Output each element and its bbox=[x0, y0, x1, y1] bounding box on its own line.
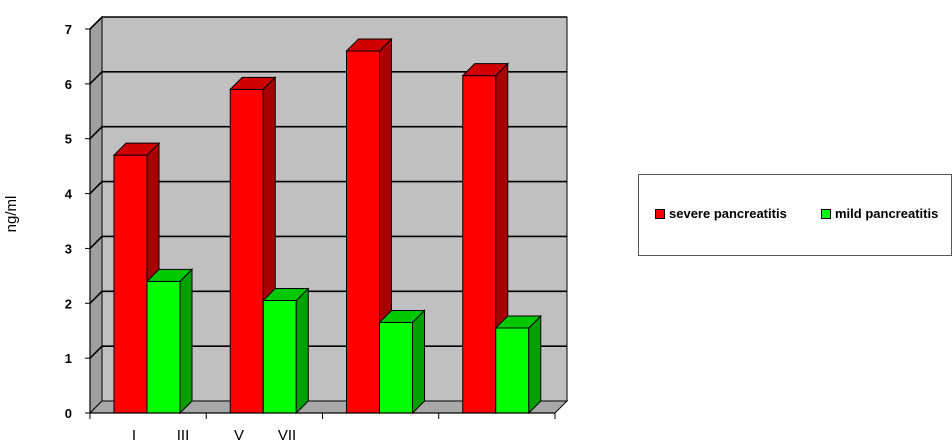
legend: severe pancreatitis mild pancreatitis bbox=[638, 174, 952, 256]
y-tick-label: 6 bbox=[65, 77, 72, 92]
y-tick-label: 4 bbox=[65, 187, 73, 202]
x-tick-label: V bbox=[234, 427, 244, 443]
gridline bbox=[89, 71, 567, 85]
bar-mild-3-front bbox=[379, 321, 413, 414]
side-wall bbox=[89, 15, 103, 415]
bar-mild-1-front bbox=[146, 280, 181, 414]
bar-severe-1-top bbox=[112, 142, 161, 156]
x-tick-label: I bbox=[132, 427, 136, 443]
bar-severe-1-front bbox=[113, 154, 148, 414]
bar-severe-4-top bbox=[461, 63, 509, 77]
bar-mild-4-side bbox=[528, 314, 542, 415]
x-tick-label: III bbox=[177, 427, 190, 443]
bar-mild-4-front bbox=[495, 327, 530, 414]
bar-mild-1-side bbox=[179, 268, 193, 415]
legend-swatch-severe bbox=[655, 208, 665, 219]
y-axis-label: ng/ml bbox=[3, 196, 20, 233]
gridlines bbox=[89, 16, 567, 359]
legend-item-mild: mild pancreatitis bbox=[821, 206, 938, 221]
y-tick-label: 2 bbox=[65, 296, 72, 311]
bar-mild-4-top bbox=[494, 315, 542, 329]
bar-severe-2-top bbox=[229, 76, 277, 90]
bar-mild-3-side bbox=[412, 309, 425, 415]
bar-mild-2-front bbox=[262, 300, 297, 414]
y-tick-label: 0 bbox=[65, 406, 72, 421]
legend-label-mild: mild pancreatitis bbox=[835, 206, 939, 221]
bar-mild-2-top bbox=[262, 288, 310, 302]
y-tick-label: 3 bbox=[65, 241, 72, 256]
bar-severe-3-front bbox=[346, 50, 380, 414]
gridline bbox=[89, 16, 567, 30]
x-tick-label: VII bbox=[278, 427, 296, 443]
bar-mild-1 bbox=[145, 268, 194, 415]
bar-severe-2-front bbox=[229, 88, 264, 414]
x-tick-labels: I III V VII bbox=[132, 427, 296, 443]
y-tick-label: 1 bbox=[65, 351, 72, 366]
y-tick-labels: 0 1 2 3 4 5 6 7 bbox=[65, 22, 73, 421]
bar-severe-3-top bbox=[345, 38, 393, 52]
y-tick-label: 7 bbox=[65, 22, 72, 37]
bar-mild-2 bbox=[262, 287, 310, 415]
legend-label-severe: severe pancreatitis bbox=[669, 206, 787, 221]
axes bbox=[85, 28, 556, 419]
bar-mild-3-top bbox=[378, 309, 426, 323]
y-tick-label: 5 bbox=[65, 132, 72, 147]
bar-mild-2-side bbox=[295, 287, 309, 415]
gridline bbox=[89, 235, 567, 249]
bar-mild-1-top bbox=[145, 268, 194, 282]
bar-mild-3 bbox=[378, 309, 426, 415]
bar-mild-4 bbox=[494, 314, 542, 415]
gridline bbox=[89, 290, 567, 304]
bars bbox=[112, 37, 542, 415]
gridline bbox=[89, 125, 567, 140]
legend-item-severe: severe pancreatitis bbox=[655, 206, 787, 221]
gridline bbox=[89, 180, 567, 195]
bar-severe-4-front bbox=[462, 75, 497, 414]
legend-swatch-mild bbox=[821, 208, 831, 219]
